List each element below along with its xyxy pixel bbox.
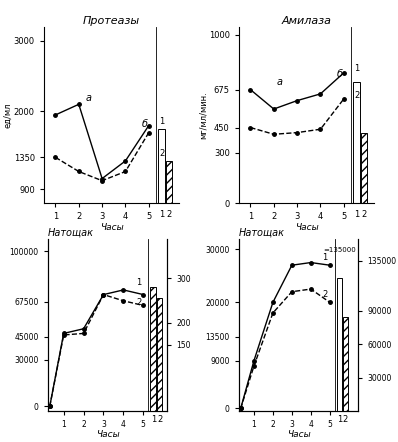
Text: 1: 1 — [354, 210, 359, 219]
Y-axis label: мг/мл/мин.: мг/мл/мин. — [198, 91, 207, 139]
Text: 1: 1 — [337, 415, 342, 424]
Title: Протеазы: Протеазы — [83, 16, 140, 26]
Text: а: а — [86, 93, 92, 103]
Text: 1: 1 — [322, 253, 328, 262]
Text: 2: 2 — [137, 298, 142, 308]
X-axis label: Часы: Часы — [96, 431, 119, 439]
Bar — [353, 82, 360, 203]
X-axis label: Часы: Часы — [295, 223, 318, 232]
Text: Натощак: Натощак — [239, 228, 285, 238]
Text: 1: 1 — [151, 415, 156, 424]
Text: б: б — [142, 119, 148, 129]
Text: 2: 2 — [362, 210, 367, 219]
Text: б: б — [337, 69, 343, 79]
Text: 1: 1 — [159, 210, 164, 220]
Text: 1: 1 — [137, 278, 142, 287]
Bar — [337, 278, 342, 411]
Text: а: а — [276, 77, 282, 88]
X-axis label: Часы: Часы — [287, 431, 310, 439]
Text: 2: 2 — [157, 415, 162, 424]
Text: 2: 2 — [354, 91, 359, 100]
Text: 1: 1 — [354, 64, 359, 73]
Text: 1: 1 — [159, 117, 164, 126]
Text: 2: 2 — [322, 290, 328, 299]
Text: =135000: =135000 — [323, 247, 356, 253]
Y-axis label: ед/мл: ед/мл — [3, 102, 12, 128]
Bar — [361, 133, 367, 203]
Title: Амилаза: Амилаза — [281, 16, 332, 26]
Text: 2: 2 — [159, 149, 164, 158]
Bar — [150, 287, 156, 411]
Bar — [158, 129, 165, 253]
Text: 2: 2 — [167, 210, 172, 220]
Text: Натощак: Натощак — [48, 228, 94, 238]
Bar — [166, 161, 172, 253]
Bar — [343, 316, 348, 411]
X-axis label: Часы: Часы — [100, 223, 123, 232]
Bar — [157, 298, 162, 411]
Text: 2: 2 — [343, 415, 348, 424]
